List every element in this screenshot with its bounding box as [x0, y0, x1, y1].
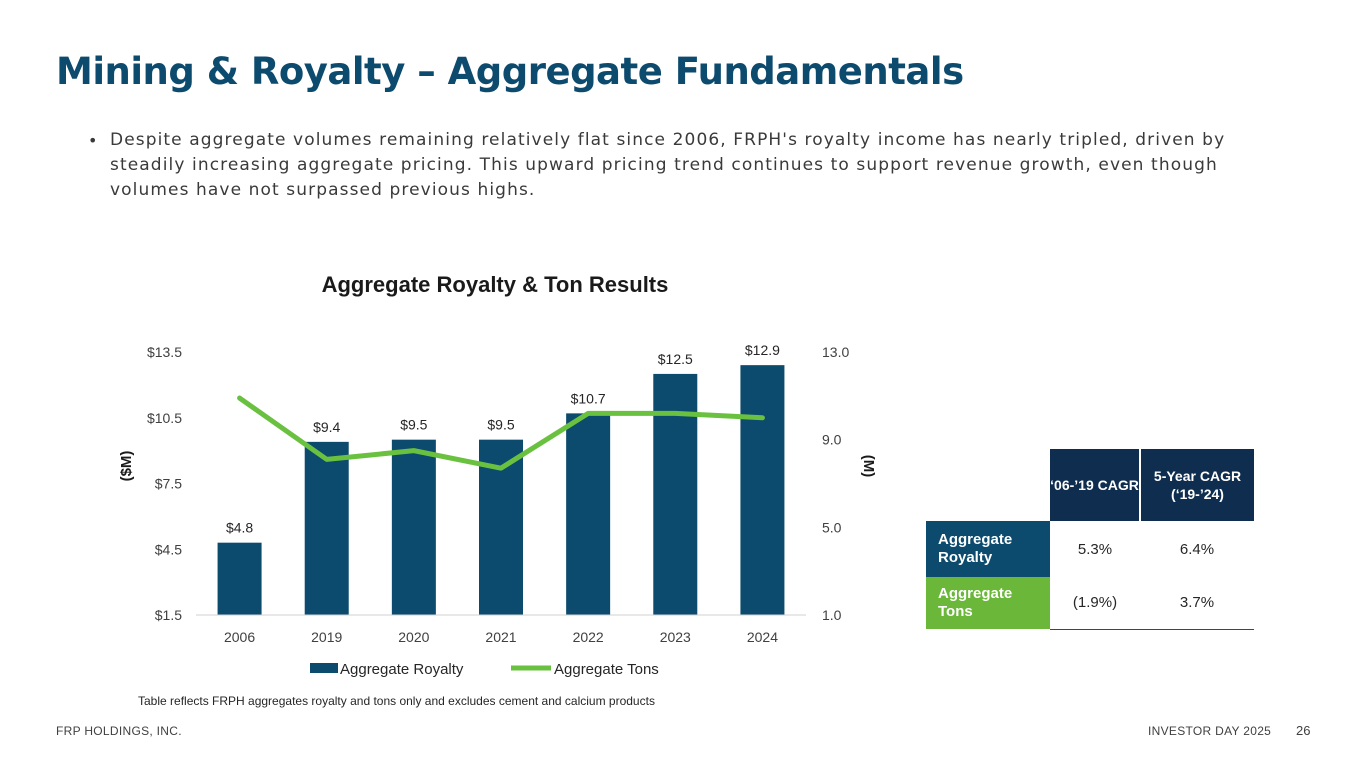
y-axis-label: ($M) [118, 451, 135, 482]
cagr-row-label-royalty: Aggregate Royalty [926, 521, 1050, 577]
legend-label-royalty: Aggregate Royalty [340, 661, 464, 678]
cagr-tons-5-year: 3.7% [1140, 577, 1254, 630]
x-tick-label: 2020 [398, 629, 429, 645]
cagr-royalty-06-19: 5.3% [1077, 540, 1113, 558]
y2-tick-label: 1.0 [822, 607, 842, 623]
y-tick-label: $13.5 [147, 344, 182, 360]
royalty-bar [391, 439, 436, 615]
x-tick-label: 2006 [224, 629, 255, 645]
cagr-table-corner [926, 449, 1050, 521]
royalty-bar [304, 441, 349, 615]
y-tick-label: $1.5 [155, 607, 182, 623]
bullet-text: Despite aggregate volumes remaining rela… [110, 130, 1226, 200]
cagr-header-06-19: ‘06-’19 CAGR [1050, 449, 1141, 521]
y-tick-label: $4.5 [155, 541, 182, 557]
cagr-royalty-5-year: 6.4% [1179, 540, 1215, 558]
bar-data-label: $9.4 [313, 419, 340, 435]
cagr-row-tons: Aggregate Tons (1.9%) 3.7% [926, 577, 1254, 630]
footnote: Table reflects FRPH aggregates royalty a… [138, 694, 655, 708]
x-tick-label: 2024 [747, 629, 778, 645]
legend-label-tons: Aggregate Tons [554, 661, 659, 678]
royalty-bar [217, 542, 262, 615]
footer-event: INVESTOR DAY 2025 [1148, 724, 1272, 738]
slide-title: Mining & Royalty – Aggregate Fundamental… [56, 50, 964, 93]
bar-data-label: $12.5 [658, 351, 693, 367]
bar-data-label: $10.7 [571, 390, 606, 406]
bullet-marker: • [88, 131, 98, 150]
y-tick-label: $10.5 [147, 410, 182, 426]
y2-tick-label: 5.0 [822, 519, 842, 535]
bar-data-label: $9.5 [400, 417, 427, 433]
bar-data-label: $4.8 [226, 520, 253, 536]
x-tick-label: 2019 [311, 629, 342, 645]
bar-data-label: $12.9 [745, 342, 780, 358]
tons-line [237, 395, 765, 471]
footer-company: FRP HOLDINGS, INC. [56, 724, 182, 738]
y2-axis-label: (M) [860, 455, 877, 478]
x-tick-label: 2021 [485, 629, 516, 645]
x-tick-label: 2022 [573, 629, 604, 645]
cagr-row-royalty: Aggregate Royalty 5.3% 6.4% [926, 521, 1254, 577]
chart-title: Aggregate Royalty & Ton Results [322, 272, 669, 297]
bar-data-label: $9.5 [487, 417, 514, 433]
cagr-header-5-year: 5-Year CAGR (‘19-’24) [1140, 449, 1254, 521]
page-number: 26 [1296, 723, 1311, 738]
cagr-row-label-tons: Aggregate Tons [926, 577, 1050, 630]
x-tick-label: 2023 [660, 629, 691, 645]
bullet-item: • Despite aggregate volumes remaining re… [88, 128, 1288, 203]
y2-tick-label: 13.0 [822, 344, 849, 360]
y-tick-label: $7.5 [155, 476, 182, 492]
royalty-ton-chart: Aggregate Royalty & Ton Results $1.5 $4.5 $… [118, 272, 877, 678]
cagr-table-header-row: ‘06-’19 CAGR 5-Year CAGR (‘19-’24) [926, 449, 1254, 521]
cagr-tons-06-19: (1.9%) [1050, 577, 1140, 630]
legend-swatch-royalty [310, 663, 338, 673]
royalty-bar [566, 413, 611, 615]
cagr-table: ‘06-’19 CAGR 5-Year CAGR (‘19-’24) Aggre… [926, 449, 1254, 630]
royalty-bar [653, 373, 698, 615]
y2-tick-label: 9.0 [822, 432, 842, 448]
royalty-bar [740, 365, 785, 615]
